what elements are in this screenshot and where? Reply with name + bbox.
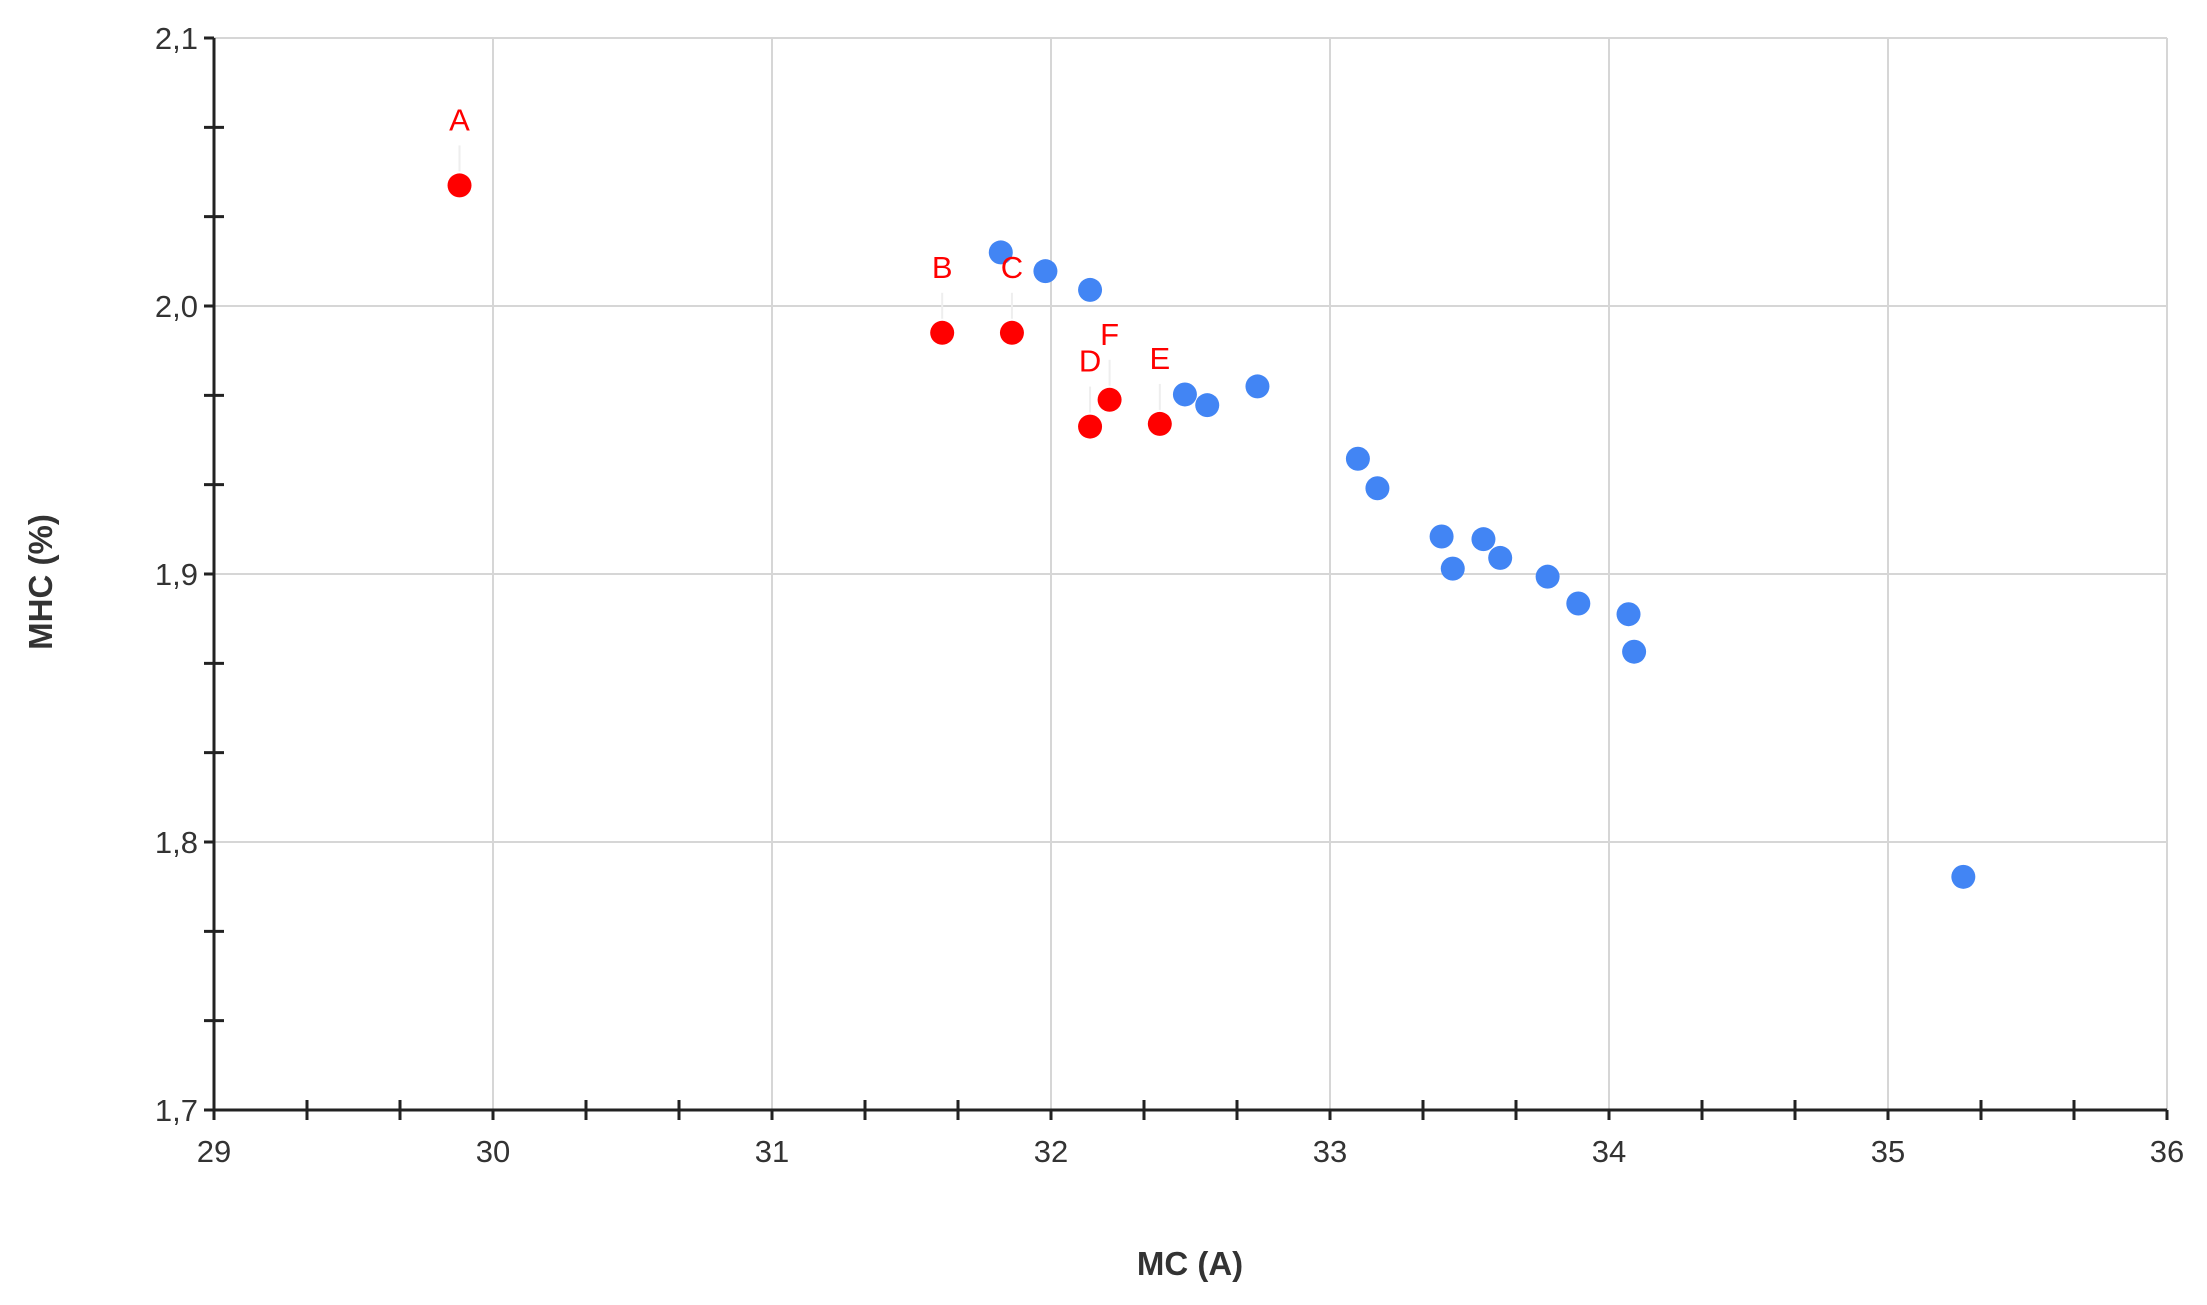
y-tick-label: 1,9 [155, 557, 198, 592]
x-tick-label: 36 [2150, 1134, 2184, 1169]
data-point [1566, 591, 1591, 616]
x-tick-label: 29 [197, 1134, 231, 1169]
data-point [1471, 527, 1496, 552]
data-point [1033, 259, 1058, 284]
x-tick-label: 31 [755, 1134, 789, 1169]
y-tick-label: 2,0 [155, 289, 198, 324]
data-point [1078, 277, 1103, 302]
point-label: D [1079, 344, 1101, 379]
data-point-c [999, 320, 1024, 345]
x-axis-title: MC (A) [1137, 1245, 1243, 1282]
y-tick-labels: 1,7 1,8 1,9 2,0 2,1 [155, 21, 198, 1128]
y-tick-label: 1,7 [155, 1093, 198, 1128]
y-tick-label: 2,1 [155, 21, 198, 56]
y-axis-title: MHC (%) [22, 514, 59, 650]
point-label: A [449, 102, 470, 137]
point-label: E [1149, 341, 1170, 376]
point-labels: A B C D EF [449, 102, 1170, 413]
data-point [1195, 393, 1220, 418]
data-point [1365, 476, 1390, 501]
point-label: C [1001, 250, 1023, 285]
data-point [1616, 602, 1641, 627]
y-tick-label: 1,8 [155, 825, 198, 860]
grid [214, 37, 2168, 1110]
data-point-a [447, 173, 472, 198]
data-point-b [930, 320, 955, 345]
data-point [1622, 639, 1647, 664]
point-label: B [932, 250, 953, 285]
data-point [988, 240, 1013, 265]
data-point [1440, 556, 1465, 581]
x-tick-labels: 29 30 31 32 33 34 35 36 [197, 1134, 2184, 1169]
x-tick-label: 33 [1313, 1134, 1347, 1169]
data-point [1488, 545, 1513, 570]
data-point-e [1147, 411, 1172, 436]
data-points [447, 173, 1976, 889]
data-point-f [1097, 387, 1122, 412]
data-point [1345, 446, 1370, 471]
data-point [1429, 524, 1454, 549]
data-point [1245, 374, 1270, 399]
data-point [1535, 564, 1560, 589]
x-tick-label: 34 [1592, 1134, 1626, 1169]
ticks [204, 36, 2169, 1120]
data-point-d [1078, 414, 1103, 439]
point-label: F [1100, 317, 1119, 352]
x-tick-label: 30 [476, 1134, 510, 1169]
x-tick-label: 32 [1034, 1134, 1068, 1169]
data-point [1172, 382, 1197, 407]
data-point [1951, 864, 1976, 889]
x-tick-label: 35 [1871, 1134, 1905, 1169]
